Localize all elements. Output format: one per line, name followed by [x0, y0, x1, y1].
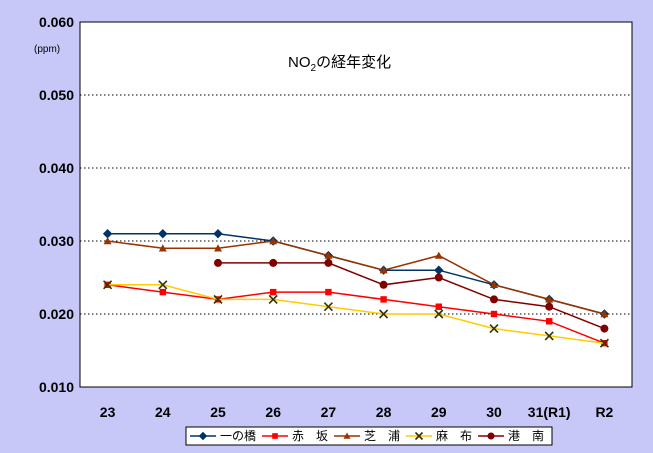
legend-label: 港 南 — [508, 428, 544, 443]
x-tick-label: 31(R1) — [528, 404, 571, 420]
legend-label: 芝 浦 — [364, 428, 400, 443]
data-point — [379, 280, 388, 289]
data-point — [158, 228, 168, 239]
y-tick-label: 0.060 — [39, 14, 74, 30]
data-point — [269, 258, 278, 267]
series-line — [218, 262, 605, 330]
data-point — [269, 237, 278, 245]
data-point — [487, 432, 495, 440]
data-point — [414, 431, 424, 441]
title-subscript: 2 — [311, 63, 317, 74]
series-line — [107, 240, 605, 315]
legend-item: 一の橋 — [190, 429, 256, 443]
data-point — [379, 266, 388, 274]
x-tick-label: 25 — [210, 404, 226, 420]
x-axis: 23 24 25 26 27 28 29 30 31(R1) R2 — [100, 404, 614, 420]
legend-item: 芝 浦 — [334, 428, 400, 443]
data-point — [198, 431, 208, 441]
data-point-stroke — [158, 280, 168, 290]
data-point — [544, 331, 554, 341]
data-point-stroke — [434, 309, 444, 319]
plot-area — [79, 21, 633, 388]
data-point — [490, 310, 498, 318]
legend-label: 一の橋 — [220, 429, 256, 443]
series-line — [107, 284, 605, 344]
y-tick-label: 0.050 — [39, 87, 74, 103]
y-tick-label: 0.030 — [39, 233, 74, 249]
x-tick-label: 24 — [155, 404, 171, 420]
data-point-stroke — [599, 338, 609, 348]
y-axis: 0.010 0.020 0.030 0.040 0.050 0.060 — [39, 14, 74, 395]
data-point — [324, 251, 333, 259]
data-point — [213, 294, 223, 304]
x-tick-label: 23 — [100, 404, 116, 420]
data-point — [272, 433, 278, 439]
data-point — [158, 244, 167, 252]
x-tick-label: R2 — [595, 404, 613, 420]
data-point — [214, 258, 222, 267]
data-point — [545, 295, 554, 303]
data-point — [343, 432, 351, 439]
data-point — [546, 318, 553, 325]
x-tick-label: 26 — [265, 404, 281, 420]
title-suffix: の経年変化 — [316, 54, 391, 71]
x-tick-label: 27 — [321, 404, 337, 420]
x-tick-label: 28 — [376, 404, 392, 420]
data-point-stroke — [268, 294, 278, 304]
legend-item: 港 南 — [478, 428, 544, 443]
data-point — [268, 294, 278, 304]
x-tick-label: 29 — [431, 404, 447, 420]
series-layer — [102, 228, 610, 348]
legend-label: 麻 布 — [436, 428, 472, 443]
legend-item: 赤 坂 — [262, 429, 328, 443]
data-point — [489, 324, 499, 334]
data-point-stroke — [544, 331, 554, 341]
data-point — [324, 258, 333, 267]
data-point — [103, 237, 112, 245]
data-point-stroke — [213, 294, 223, 304]
y-tick-label: 0.040 — [39, 160, 74, 176]
data-point — [490, 295, 498, 304]
data-point — [434, 309, 444, 319]
data-point — [159, 288, 166, 296]
data-point — [323, 302, 333, 312]
series-2 — [103, 237, 609, 318]
series-line — [107, 284, 605, 344]
y-tick-label: 0.020 — [39, 306, 74, 322]
data-point — [379, 309, 389, 319]
legend — [185, 426, 553, 446]
data-point — [158, 280, 168, 290]
chart-title: NO2の経年変化 — [288, 54, 391, 74]
data-point — [434, 251, 443, 259]
data-point — [325, 288, 332, 296]
data-point-stroke — [489, 324, 499, 334]
data-point — [213, 228, 223, 239]
data-point — [380, 296, 387, 303]
legend-items: 一の橋 赤 坂 芝 浦 麻 布 港 南 — [190, 428, 544, 443]
series-4 — [214, 258, 609, 333]
data-point — [600, 324, 609, 333]
gridlines — [80, 94, 632, 315]
data-point — [214, 244, 222, 252]
data-point — [435, 303, 442, 310]
data-point — [103, 280, 113, 290]
data-point — [434, 273, 443, 282]
legend-label: 赤 坂 — [292, 429, 328, 443]
unit-label: (ppm) — [34, 44, 60, 55]
x-tick-label: 30 — [486, 404, 502, 420]
legend-item: 麻 布 — [406, 428, 472, 443]
data-point — [270, 288, 277, 296]
data-point — [599, 338, 609, 348]
data-point-stroke — [323, 302, 333, 312]
series-3 — [103, 280, 609, 348]
data-point-stroke — [103, 280, 113, 290]
y-tick-label: 0.010 — [39, 379, 74, 395]
data-point — [490, 280, 498, 288]
data-point-stroke — [379, 309, 389, 319]
title-main: NO — [288, 54, 311, 71]
data-point-stroke — [414, 431, 424, 441]
data-point — [545, 302, 554, 311]
data-point — [600, 310, 609, 318]
